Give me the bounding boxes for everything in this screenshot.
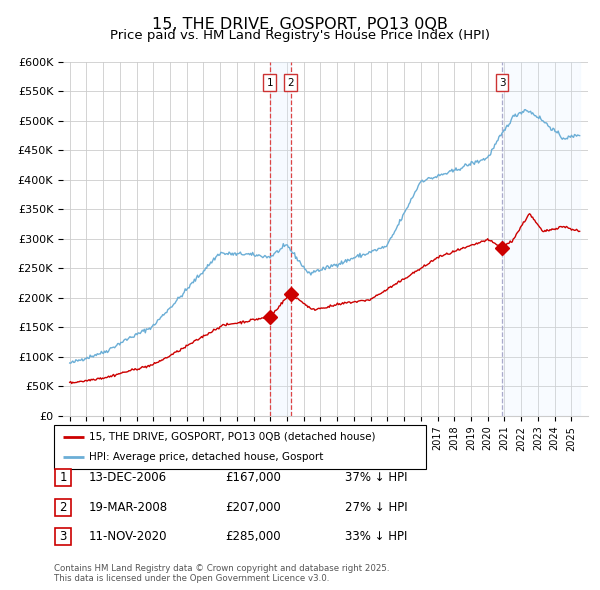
Text: £285,000: £285,000: [225, 530, 281, 543]
Text: 33% ↓ HPI: 33% ↓ HPI: [345, 530, 407, 543]
Text: 15, THE DRIVE, GOSPORT, PO13 0QB (detached house): 15, THE DRIVE, GOSPORT, PO13 0QB (detach…: [89, 432, 376, 442]
Text: 15, THE DRIVE, GOSPORT, PO13 0QB: 15, THE DRIVE, GOSPORT, PO13 0QB: [152, 17, 448, 31]
Text: £207,000: £207,000: [225, 501, 281, 514]
Text: 3: 3: [59, 530, 67, 543]
Text: 37% ↓ HPI: 37% ↓ HPI: [345, 471, 407, 484]
Text: £167,000: £167,000: [225, 471, 281, 484]
Text: 13-DEC-2006: 13-DEC-2006: [89, 471, 167, 484]
Text: 19-MAR-2008: 19-MAR-2008: [89, 501, 168, 514]
Text: 2: 2: [59, 501, 67, 514]
Bar: [269, 62, 290, 416]
Text: 27% ↓ HPI: 27% ↓ HPI: [345, 501, 407, 514]
Text: Price paid vs. HM Land Registry's House Price Index (HPI): Price paid vs. HM Land Registry's House …: [110, 30, 490, 42]
Bar: [502, 62, 580, 416]
Text: 2: 2: [287, 78, 294, 87]
Text: 3: 3: [499, 78, 505, 87]
Text: HPI: Average price, detached house, Gosport: HPI: Average price, detached house, Gosp…: [89, 452, 324, 462]
Text: 11-NOV-2020: 11-NOV-2020: [89, 530, 167, 543]
Text: 1: 1: [266, 78, 273, 87]
Text: 1: 1: [59, 471, 67, 484]
Text: Contains HM Land Registry data © Crown copyright and database right 2025.
This d: Contains HM Land Registry data © Crown c…: [54, 563, 389, 583]
